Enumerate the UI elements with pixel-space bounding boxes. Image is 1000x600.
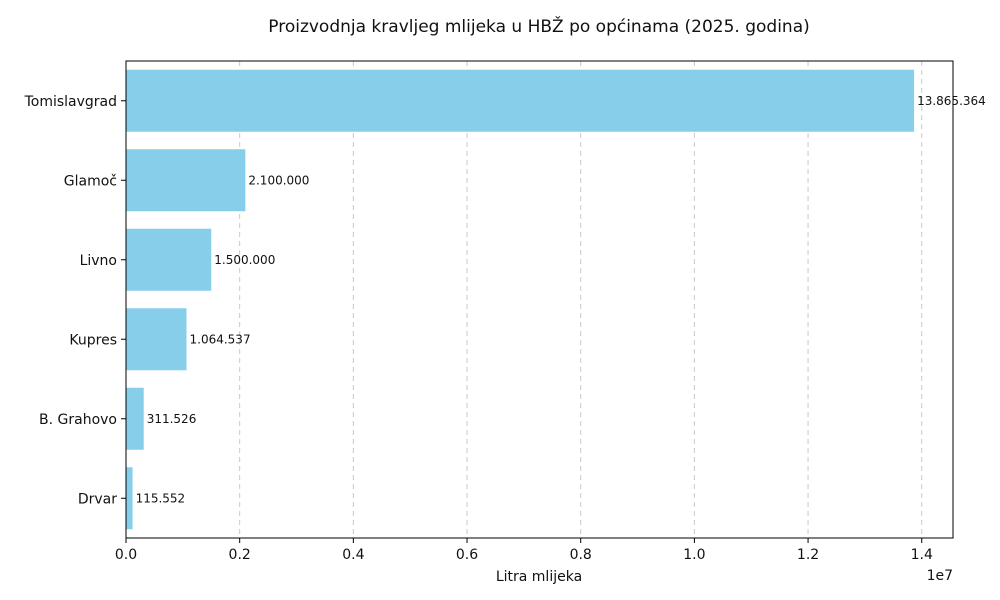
y-tick-label: B. Grahovo	[39, 412, 117, 428]
chart-title: Proizvodnja kravljeg mlijeka u HBŽ po op…	[268, 15, 810, 37]
bar	[126, 228, 212, 291]
y-tick-label: Kupres	[69, 332, 117, 348]
bar	[126, 467, 133, 530]
bar-value-label: 13.865.364	[917, 94, 986, 108]
x-tick-label: 0.0	[115, 547, 137, 563]
x-tick-label: 1.2	[797, 547, 819, 563]
data-labels: 13.865.364 2.100.000 1.500.000 1.064.537 311…	[136, 94, 986, 506]
grid-lines	[239, 61, 923, 538]
bar-value-label: 115.552	[136, 491, 186, 505]
x-tick-label: 0.8	[570, 547, 592, 563]
x-axis-label: Litra mlijeka	[496, 569, 582, 585]
x-axis-offset-label: 1e7	[927, 568, 953, 584]
bar	[126, 149, 246, 212]
bar-value-label: 1.500.000	[214, 253, 275, 267]
x-axis-ticks: 0.0 0.2 0.4 0.6 0.8 1.0 1.2 1.4	[115, 538, 933, 563]
x-tick-label: 0.2	[229, 547, 251, 563]
x-tick-label: 1.4	[911, 547, 933, 563]
bar	[126, 387, 144, 450]
bar-value-label: 1.064.537	[190, 332, 251, 346]
plot-frame	[125, 60, 954, 539]
y-tick-label: Tomislavgrad	[24, 94, 117, 110]
y-axis-ticks: Tomislavgrad Glamoč Livno Kupres B. Grahovo D…	[24, 94, 126, 507]
y-tick-label: Drvar	[78, 491, 117, 507]
bar	[126, 69, 915, 132]
bar-value-label: 311.526	[147, 412, 197, 426]
x-tick-label: 0.6	[456, 547, 478, 563]
bars	[126, 69, 915, 530]
x-tick-label: 1.0	[683, 547, 705, 563]
bar-value-label: 2.100.000	[248, 173, 309, 187]
y-tick-label: Glamoč	[64, 173, 117, 189]
y-tick-label: Livno	[80, 253, 117, 269]
bar	[126, 308, 187, 371]
x-tick-label: 0.4	[342, 547, 364, 563]
